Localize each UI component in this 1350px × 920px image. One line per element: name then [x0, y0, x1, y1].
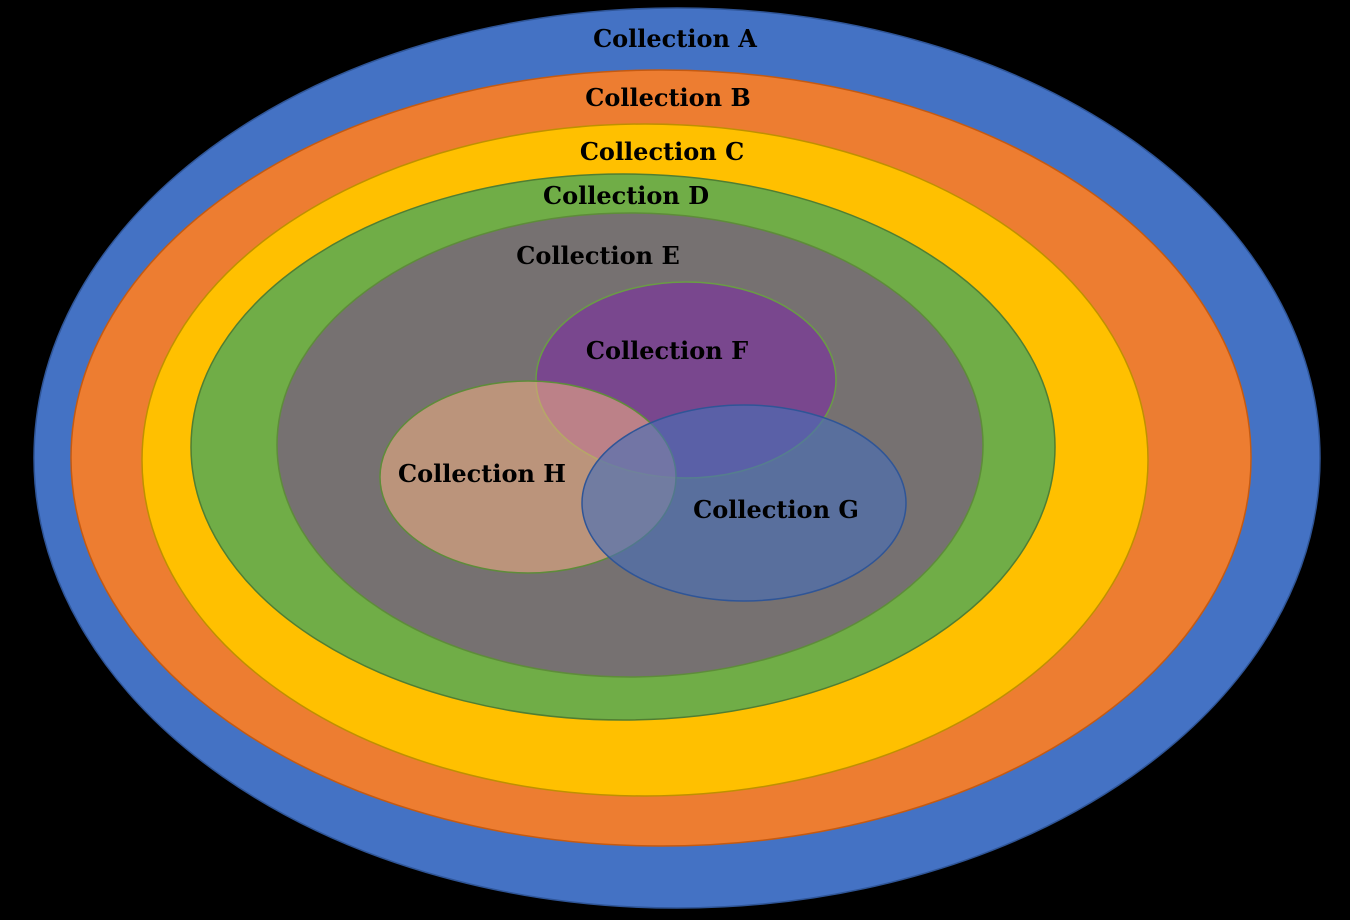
collection-h-label: Collection H [398, 459, 566, 488]
collection-b-label: Collection B [585, 83, 751, 112]
collection-g-label: Collection G [693, 495, 859, 524]
collection-c-label: Collection C [580, 137, 744, 166]
collection-f-label: Collection F [586, 336, 748, 365]
collection-e-label: Collection E [516, 241, 680, 270]
collection-d-label: Collection D [543, 181, 709, 210]
collection-g-ellipse [581, 404, 907, 602]
collection-a-label: Collection A [593, 24, 757, 53]
